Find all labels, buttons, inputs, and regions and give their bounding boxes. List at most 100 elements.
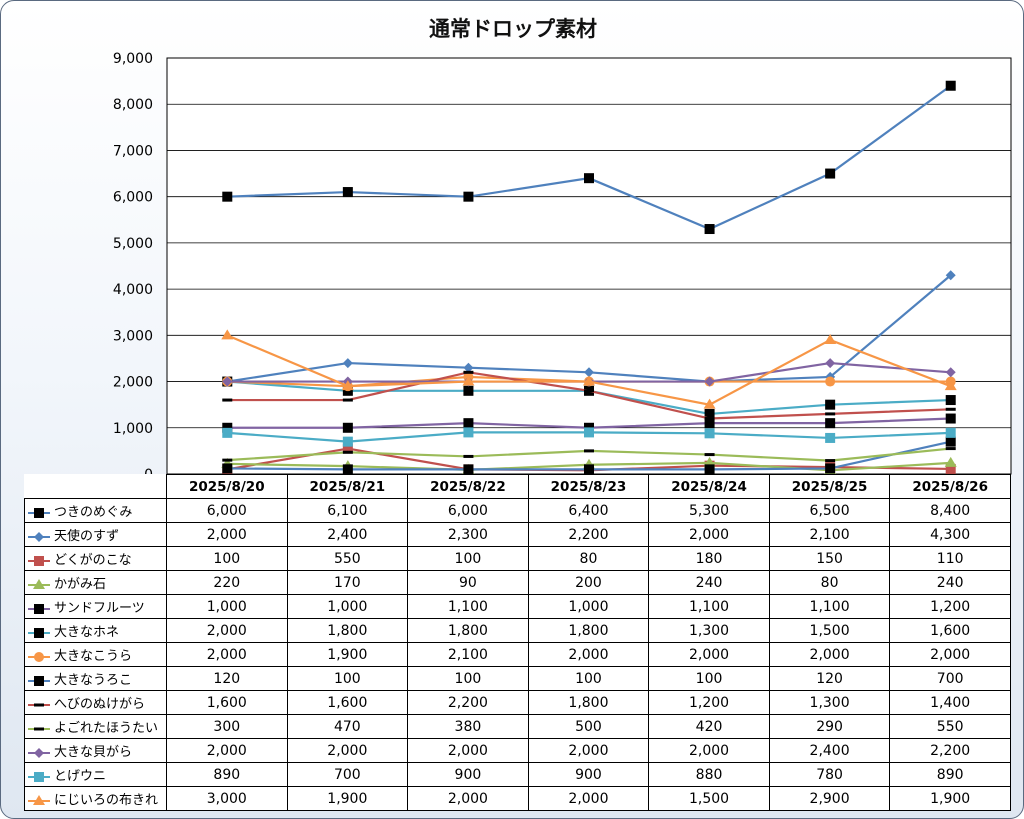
- series-name: よごれたほうたい: [54, 721, 159, 736]
- data-label: 170: [286, 570, 409, 595]
- table-row: へびのぬけがら 1,600 1,600 2,200 1,800 1,200 1,300 1,4…: [24, 690, 1011, 715]
- data-label: 1,800: [407, 618, 529, 643]
- series-7-point-4: [704, 464, 715, 475]
- data-label: 2,100: [768, 522, 891, 547]
- series-2-point-6: [945, 463, 956, 474]
- data-table: 2025/8/20 2025/8/21 2025/8/22 2025/8/23 2025…: [24, 474, 1011, 811]
- data-label: 100: [166, 546, 288, 571]
- data-label: 180: [648, 546, 770, 571]
- data-label: 120: [166, 666, 288, 691]
- series-1-point-6: [945, 270, 956, 281]
- series-8-point-key: [34, 703, 44, 706]
- series-8: [222, 370, 956, 421]
- data-label: 1,000: [166, 594, 288, 619]
- series-7-point-2: [463, 464, 474, 475]
- plot-area: 0 1,000 2,000 3,000 4,000 5,000 6,000 7,000 8,00…: [113, 51, 1012, 476]
- series-3-point-6: [944, 456, 957, 467]
- data-label: 1,300: [648, 618, 770, 643]
- legend-key: [28, 675, 50, 687]
- legend-key: [28, 555, 50, 567]
- series-9-point-3: [584, 449, 594, 453]
- series-1-point-1: [342, 358, 353, 369]
- y-tick-label: 9,000: [113, 51, 153, 67]
- data-label: 1,300: [768, 690, 891, 715]
- y-tick-label: 3,000: [113, 328, 153, 344]
- series-5-point-key: [34, 627, 44, 638]
- data-label: 240: [648, 570, 770, 595]
- data-label: 8,400: [889, 498, 1011, 523]
- table-row: サンドフルーツ 1,000 1,000 1,100 1,000 1,100 1,100 1,2…: [24, 594, 1011, 619]
- data-label: 2,200: [889, 738, 1011, 763]
- data-label: 6,000: [166, 498, 288, 523]
- data-label: 2,000: [648, 522, 770, 547]
- data-label: 4,300: [889, 522, 1011, 547]
- data-label: 300: [166, 714, 288, 739]
- x-tick-label: 2025/8/25: [768, 474, 891, 499]
- legend-entry: かがみ石: [24, 570, 167, 595]
- series-9-point-2: [463, 454, 474, 458]
- data-label: 80: [527, 546, 650, 571]
- data-label: 2,900: [768, 786, 891, 811]
- data-label: 1,100: [407, 594, 529, 619]
- data-label: 780: [768, 762, 891, 787]
- data-label: 2,000: [286, 738, 409, 763]
- data-label: 1,900: [889, 786, 1011, 811]
- legend-key: [28, 507, 50, 519]
- data-label: 220: [166, 570, 288, 595]
- series-7-point-0: [222, 463, 233, 474]
- data-label: 700: [286, 762, 409, 787]
- data-label: 2,200: [407, 690, 529, 715]
- series-12-point-4: [703, 398, 716, 409]
- series-2-point-key: [34, 555, 44, 566]
- table-corner: [24, 474, 167, 499]
- series-name: どくがのこな: [54, 553, 132, 568]
- series-0-point-key: [34, 507, 44, 518]
- series-name: へびのぬけがら: [54, 697, 146, 712]
- data-label: 2,400: [768, 738, 891, 763]
- series-9-point-5: [825, 459, 836, 463]
- chart-title: 通常ドロップ素材: [429, 17, 597, 41]
- series-1-point-2: [463, 362, 474, 373]
- data-label: 1,200: [648, 690, 770, 715]
- series-6-point-5: [825, 376, 836, 387]
- data-label: 1,000: [286, 594, 409, 619]
- series-5-point-2: [463, 385, 474, 396]
- data-label: 2,000: [527, 738, 650, 763]
- series-9-point-0: [222, 458, 233, 462]
- y-tick-label: 4,000: [113, 282, 153, 298]
- series-12-point-2: [462, 375, 475, 386]
- data-label: 380: [407, 714, 529, 739]
- data-label: 1,900: [286, 642, 409, 667]
- series-1-point-3: [584, 367, 594, 378]
- series-7-point-key: [34, 675, 44, 686]
- legend-entry: 大きな貝がら: [24, 738, 167, 763]
- y-tick-label: 5,000: [113, 236, 153, 252]
- series-9-point-key: [34, 727, 44, 730]
- x-tick-label: 2025/8/23: [527, 474, 650, 499]
- series-0-point-0: [222, 191, 233, 202]
- data-label: 6,000: [407, 498, 529, 523]
- data-label: 2,000: [527, 786, 650, 811]
- data-label: 6,100: [286, 498, 409, 523]
- series-11-point-1: [342, 436, 353, 447]
- legend-entry: どくがのこな: [24, 546, 167, 571]
- data-label: 2,000: [648, 738, 770, 763]
- table-row: とげウニ 890 700 900 900 880 780 890: [24, 762, 1011, 787]
- series-0-point-3: [584, 173, 594, 184]
- table-row: 天使のすず 2,000 2,400 2,300 2,200 2,000 2,100 4,300: [24, 522, 1011, 547]
- data-label: 2,000: [166, 642, 288, 667]
- data-label: 100: [286, 666, 409, 691]
- legend-key: [28, 747, 50, 759]
- series-8-point-5: [825, 412, 836, 416]
- series-0-point-5: [825, 168, 836, 179]
- series-12-point-6: [944, 380, 957, 391]
- series-11-point-0: [222, 427, 233, 438]
- series-4-point-4: [704, 418, 715, 429]
- data-label: 470: [286, 714, 409, 739]
- table-row: かがみ石 220 170 90 200 240 80 240: [24, 570, 1011, 595]
- data-label: 110: [889, 546, 1011, 571]
- data-label: 2,000: [407, 738, 529, 763]
- legend-key: [28, 723, 50, 735]
- data-label: 100: [407, 666, 529, 691]
- series-8-point-0: [222, 398, 233, 402]
